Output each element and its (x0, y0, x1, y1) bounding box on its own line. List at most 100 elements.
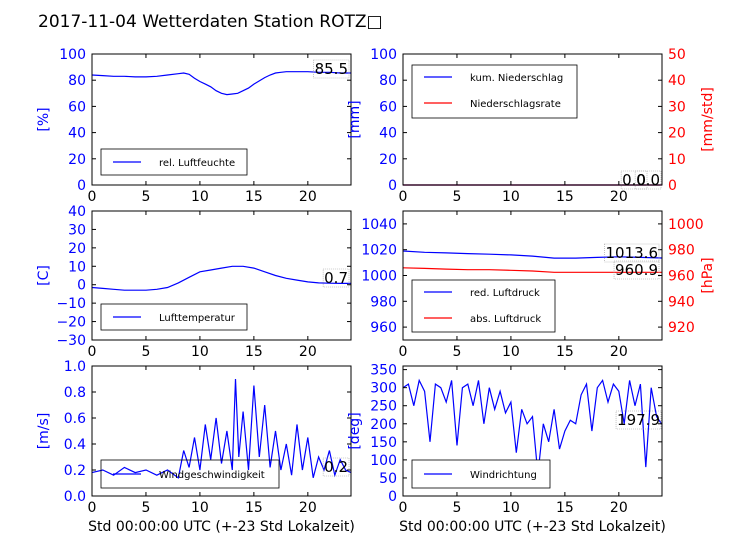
y-tick-label: 40 (68, 126, 86, 142)
y-tick-label: 60 (68, 99, 86, 115)
y-tick-label: 20 (379, 152, 397, 168)
current-value-label: 0.0 (622, 171, 646, 189)
legend-label: abs. Luftdruck (470, 314, 541, 325)
current-value-label: 85.5 (315, 60, 348, 78)
x-tick-label: 0 (399, 344, 408, 360)
y-tick-label: 0.2 (64, 463, 86, 479)
legend-label: Niederschlagsrate (470, 99, 561, 110)
y-axis-label: [m/s] (36, 413, 52, 450)
series-line-red-luftdruck (402, 250, 663, 259)
y2-tick-label: 920 (668, 320, 695, 336)
y-tick-label: 40 (68, 204, 86, 220)
y-tick-label: 80 (379, 73, 397, 89)
y2-axis-label: [hPa] (700, 257, 716, 293)
y-tick-label: 0 (388, 489, 397, 505)
x-tick-label: 20 (299, 344, 317, 360)
y2-tick-label: 20 (668, 126, 686, 142)
y2-tick-label: 0 (668, 178, 677, 194)
x-tick-label: 15 (556, 189, 574, 205)
y2-tick-label: 980 (668, 243, 695, 259)
x-tick-label: 5 (452, 500, 461, 516)
x-tick-label: 10 (502, 500, 520, 516)
y-axis-label: [%] (36, 107, 52, 131)
x-tick-label: 5 (452, 189, 461, 205)
legend-label: red. Luftdruck (470, 288, 540, 299)
value-label-box (613, 260, 660, 280)
y2-tick-label: 940 (668, 294, 695, 310)
y-tick-label: 0 (77, 278, 86, 294)
legend-label: kum. Niederschlag (470, 73, 563, 84)
x-tick-label: 0 (399, 189, 408, 205)
y-tick-label: −30 (56, 333, 86, 349)
plot-frame (91, 53, 352, 186)
x-tick-label: 15 (556, 500, 574, 516)
x-tick-label: 0 (88, 344, 97, 360)
y-tick-label: 20 (68, 241, 86, 257)
legend-label: Windgeschwindigkeit (159, 470, 265, 481)
value-label-box (615, 410, 662, 430)
x-axis-label: Std 00:00:00 UTC (+-23 Std Lokalzeit) (399, 519, 666, 535)
y-axis-label: [deg] (347, 412, 363, 449)
y-tick-label: 0.8 (64, 385, 86, 401)
temperature-panel: 0 5 10 15 20 −30 −20 −10 0 10 20 30 40 [C] 0.7 Lufttemp… (36, 204, 352, 360)
y2-tick-label: 1000 (668, 217, 704, 233)
legend-box (100, 459, 280, 489)
y-tick-label: 300 (370, 381, 397, 397)
series-line-lufttemperatur (91, 265, 351, 291)
value-label-box (313, 59, 350, 79)
y-axis-label: [C] (36, 265, 52, 286)
y-tick-label: 100 (370, 453, 397, 469)
y-tick-label: 30 (68, 222, 86, 238)
x-tick-label: 15 (556, 344, 574, 360)
x-tick-label: 10 (191, 500, 209, 516)
x-tick-label: 0 (399, 500, 408, 516)
y-tick-label: 0.0 (64, 489, 86, 505)
legend-label: Windrichtung (470, 470, 537, 481)
y2-tick-label: 40 (668, 73, 686, 89)
x-tick-label: 10 (502, 344, 520, 360)
x-axis-label: Std 00:00:00 UTC (+-23 Std Lokalzeit) (88, 519, 355, 535)
humidity-panel: 0 5 10 15 20 0 20 40 60 80 100 [%] 85.5 rel. Luftfeuc… (36, 47, 352, 205)
current-value-label: 0.7 (324, 269, 348, 287)
y-tick-label: 250 (370, 399, 397, 415)
y2-tick-label: 50 (668, 47, 686, 63)
current-value-label: 0.0 (636, 171, 660, 189)
legend-label: rel. Luftfeuchte (159, 158, 235, 169)
y2-tick-label: 960 (668, 269, 695, 285)
y-tick-label: 20 (68, 152, 86, 168)
series-line-rel-luftfeuchte (91, 71, 351, 96)
value-label-box (604, 243, 660, 263)
plot-frame (91, 210, 352, 341)
current-value-label: 0.2 (324, 458, 348, 476)
y-tick-label: 150 (370, 435, 397, 451)
y-tick-label: 60 (379, 99, 397, 115)
y-tick-label: 0 (77, 178, 86, 194)
y-tick-label: 1020 (361, 243, 397, 259)
y-tick-label: 350 (370, 363, 397, 379)
y-tick-label: 50 (379, 471, 397, 487)
value-label-box (322, 457, 350, 477)
y2-tick-label: 30 (668, 99, 686, 115)
current-value-label: 197.9 (617, 411, 660, 429)
y-tick-label: 200 (370, 417, 397, 433)
x-tick-label: 20 (610, 344, 628, 360)
x-tick-label: 20 (299, 500, 317, 516)
x-tick-label: 15 (245, 344, 263, 360)
legend-box (411, 279, 556, 333)
value-label-box (620, 170, 648, 190)
x-tick-label: 15 (245, 500, 263, 516)
plot-frame (91, 365, 352, 497)
wind-speed-panel: 0 5 10 15 20 0.0 0.2 0.4 0.6 0.8 1.0 [m/s] Std 00:00… (36, 359, 355, 535)
plot-frame (402, 365, 663, 497)
x-tick-label: 5 (452, 344, 461, 360)
y-tick-label: −10 (56, 296, 86, 312)
y2-tick-label: 10 (668, 152, 686, 168)
y-tick-label: 0.4 (64, 437, 86, 453)
x-tick-label: 10 (191, 189, 209, 205)
legend-box (411, 64, 578, 119)
y-tick-label: 1000 (361, 269, 397, 285)
x-tick-label: 10 (191, 344, 209, 360)
legend-label: Lufttemperatur (159, 313, 236, 324)
y-tick-label: 100 (370, 47, 397, 63)
value-label-box (322, 268, 350, 288)
